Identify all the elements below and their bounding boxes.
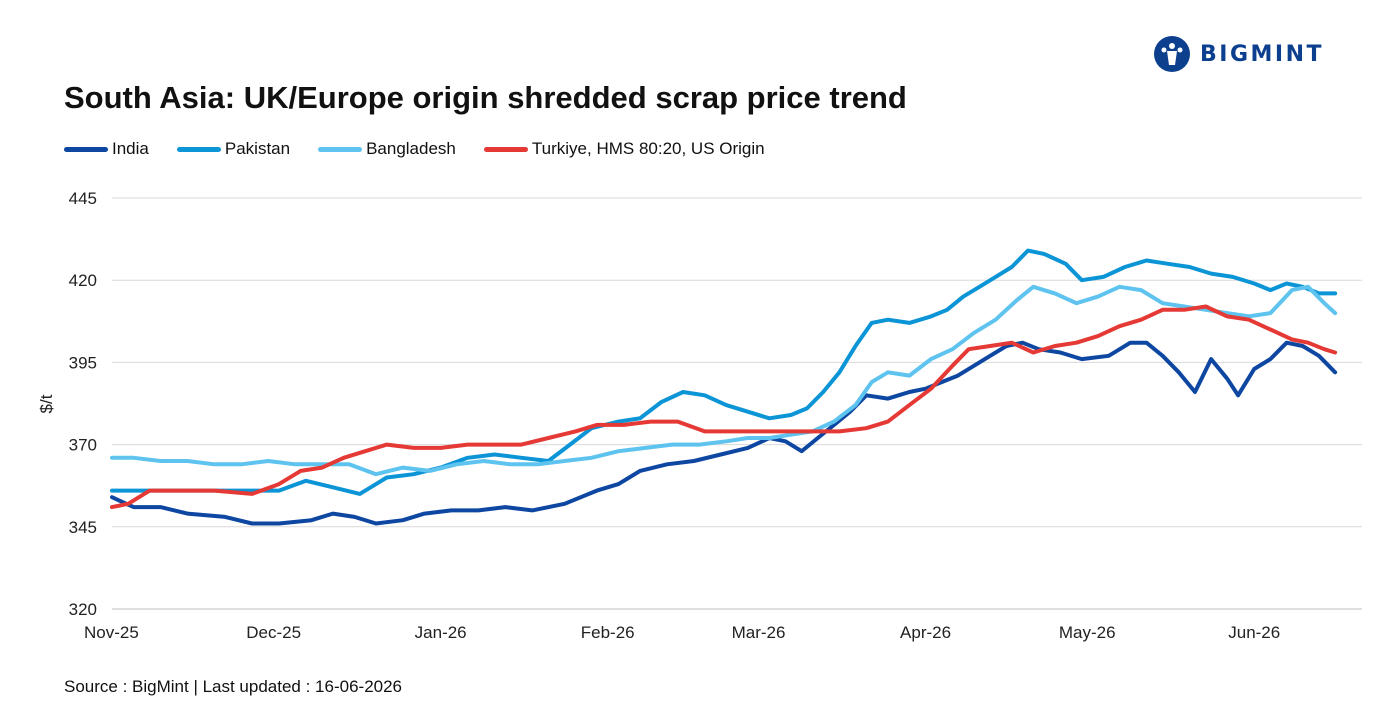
legend-item: India [64,139,149,159]
legend-swatch [64,146,108,152]
series-line [110,248,1338,496]
source-note: Source : BigMint | Last updated : 16-06-… [64,677,403,696]
x-tick-label: Nov-25 [84,623,139,642]
y-tick-label: 420 [69,271,97,290]
legend-label: India [112,139,149,158]
legend-label: Turkiye, HMS 80:20, US Origin [531,139,765,158]
bigmint-logo-icon [1154,36,1190,72]
legend-swatch [318,146,363,152]
x-tick-label: Jan-26 [415,623,467,642]
legend-item: Bangladesh [318,139,456,159]
chart-title: South Asia: UK/Europe origin shredded sc… [64,80,907,115]
legend-item: Turkiye, HMS 80:20, US Origin [483,139,765,159]
series-line [110,340,1338,526]
brand-name: BIGMINT [1200,41,1325,67]
legend-swatch [176,146,221,152]
y-tick-label: 445 [69,189,97,208]
chart-legend: India Pakistan Bangladesh Turkiye, HMS 80:2… [64,139,793,159]
y-tick-label: 370 [69,436,97,455]
x-tick-label: Feb-26 [581,623,635,642]
x-tick-label: Dec-25 [246,623,301,642]
y-tick-label: 395 [69,353,97,372]
series-line [110,304,1338,510]
x-tick-label: Mar-26 [732,623,786,642]
x-tick-label: May-26 [1059,623,1116,642]
legend-label: Bangladesh [366,139,456,158]
brand-logo: BIGMINT [1152,34,1324,74]
y-tick-label: 320 [69,600,97,619]
x-tick-label: Apr-26 [900,623,951,642]
legend-swatch [483,146,528,152]
x-tick-label: Jun-26 [1228,623,1280,642]
y-tick-label: 345 [69,518,97,537]
legend-item: Pakistan [176,139,291,159]
legend-label: Pakistan [224,139,291,158]
y-axis-label: $/t [37,394,56,413]
